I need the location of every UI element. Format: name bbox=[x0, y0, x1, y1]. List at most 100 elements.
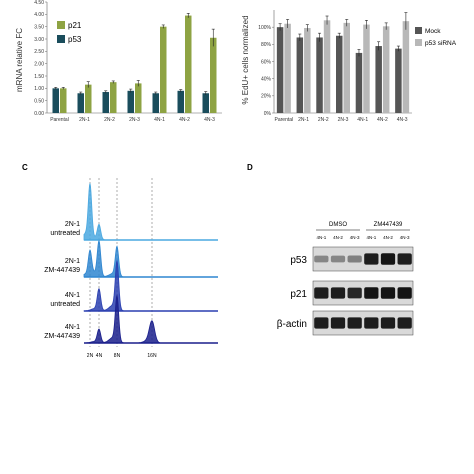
bar-p21 bbox=[160, 26, 167, 114]
x-tick-label: 4N-1 bbox=[357, 117, 368, 123]
edu-bar-chart: % EdU+ cells normalized 0% 20% 40% 60% 80% 10… bbox=[241, 10, 457, 123]
y-tick-label: 0.50 bbox=[34, 98, 44, 104]
legend-label-Mock: Mock bbox=[425, 28, 441, 35]
x-tick-label: 2N bbox=[87, 353, 94, 359]
blot-strip bbox=[312, 310, 414, 336]
x-tick-label: 2N-1 bbox=[79, 117, 90, 123]
histogram-4N-1-untreated bbox=[83, 259, 218, 312]
legend-swatch-Mock bbox=[415, 27, 422, 34]
x-tick-label: 2N-1 bbox=[298, 117, 309, 123]
bar-p53 bbox=[152, 93, 159, 113]
blot-band bbox=[397, 317, 412, 329]
legend-label-p21: p21 bbox=[68, 21, 82, 30]
x-tick-label: 4N bbox=[96, 353, 103, 359]
legend-label-p53: p53 bbox=[68, 35, 82, 44]
x-tick-label: 8N bbox=[114, 353, 121, 359]
histogram-2N-1-untreated bbox=[83, 183, 218, 241]
y-tick-label: 80% bbox=[261, 42, 272, 48]
blot-band bbox=[380, 253, 396, 265]
bar-p53 siRNA bbox=[343, 22, 350, 113]
lane-label: 4N-3 bbox=[400, 235, 410, 240]
y-tick-label: 100% bbox=[258, 25, 271, 31]
ylabel-edu: % EdU+ cells normalized bbox=[241, 15, 250, 104]
blot-row-label: p21 bbox=[290, 289, 307, 300]
histogram-2N-1-ZM-447439 bbox=[83, 239, 218, 278]
legend-label-p53 siRNA: p53 siRNA bbox=[425, 40, 457, 47]
blot-band bbox=[347, 287, 362, 299]
x-tick-label: 16N bbox=[147, 353, 157, 359]
bar-p53 bbox=[52, 88, 59, 113]
blot-strip bbox=[312, 280, 414, 306]
bar-p53 siRNA bbox=[363, 24, 370, 113]
x-tick-label: 4N-1 bbox=[154, 117, 165, 123]
bar-p53 siRNA bbox=[402, 21, 410, 113]
x-tick-label: 2N-3 bbox=[338, 117, 349, 123]
blot-band bbox=[330, 287, 346, 299]
y-tick-label: 3.00 bbox=[34, 37, 44, 43]
blot-band bbox=[380, 317, 396, 329]
blot-band bbox=[347, 255, 362, 263]
ylabel-mrna: mRNA relative FC bbox=[15, 28, 24, 92]
bar-p53 bbox=[77, 93, 84, 113]
histogram-label: 2N-1 bbox=[65, 258, 80, 265]
group-label: ZM447439 bbox=[374, 222, 403, 228]
y-tick-label: 2.00 bbox=[34, 61, 44, 67]
blot-band bbox=[364, 253, 379, 265]
bar-p53 bbox=[202, 93, 209, 113]
x-tick-label: 4N-3 bbox=[204, 117, 215, 123]
y-tick-label: 3.50 bbox=[34, 24, 44, 30]
bar-p21 bbox=[185, 15, 192, 114]
bar-Mock bbox=[336, 35, 343, 113]
blot-band bbox=[314, 255, 329, 263]
bar-p21 bbox=[210, 37, 217, 114]
bar-p53 bbox=[177, 90, 184, 113]
bar-p53 siRNA bbox=[382, 26, 390, 113]
bar-p53 bbox=[102, 92, 109, 113]
bar-p21 bbox=[85, 84, 92, 113]
histogram-label: ZM-447439 bbox=[44, 267, 80, 274]
legend-swatch-p21 bbox=[57, 21, 65, 29]
lane-label: 4N-1 bbox=[366, 235, 376, 240]
y-tick-label: 0% bbox=[264, 111, 272, 117]
x-tick-label: 4N-2 bbox=[179, 117, 190, 123]
x-tick-label: Parental bbox=[50, 117, 69, 123]
bar-p21 bbox=[60, 88, 67, 113]
group-label: DMSO bbox=[329, 222, 347, 228]
lane-label: 4N-3 bbox=[350, 235, 360, 240]
y-tick-label: 0.00 bbox=[34, 111, 44, 117]
bar-p21 bbox=[110, 82, 117, 113]
y-tick-label: 20% bbox=[261, 94, 272, 100]
blot-band bbox=[397, 287, 412, 299]
blot-band bbox=[364, 287, 379, 299]
x-tick-label: 4N-3 bbox=[397, 117, 408, 123]
bar-p21 bbox=[135, 83, 142, 113]
blot-band bbox=[380, 287, 396, 299]
x-tick-label: 2N-2 bbox=[104, 117, 115, 123]
panel-letter-d: D bbox=[247, 163, 253, 172]
lane-label: 4N-2 bbox=[383, 235, 393, 240]
blot-row-label: p53 bbox=[290, 255, 307, 266]
blot-band bbox=[330, 255, 346, 263]
bar-Mock bbox=[276, 27, 284, 114]
blot-band bbox=[347, 317, 362, 329]
blot-band bbox=[364, 317, 379, 329]
x-tick-label: 2N-2 bbox=[318, 117, 329, 123]
western-blot: D DMSO 4N-1 4N-2 4N-3 ZM447439 4N-1 4N-2 4N-3 p5… bbox=[247, 163, 414, 336]
histogram-label: untreated bbox=[50, 301, 80, 308]
blot-row-label: β-actin bbox=[277, 319, 307, 330]
y-tick-label: 4.50 bbox=[34, 0, 44, 6]
blot-band bbox=[314, 287, 329, 299]
lane-label: 4N-2 bbox=[333, 235, 343, 240]
histogram-4N-1-ZM-447439 bbox=[84, 294, 218, 344]
bar-Mock bbox=[316, 37, 323, 113]
x-tick-label: 4N-2 bbox=[377, 117, 388, 123]
y-tick-label: 1.00 bbox=[34, 86, 44, 92]
bar-p53 bbox=[127, 90, 134, 113]
histogram-label: 2N-1 bbox=[65, 221, 80, 228]
histogram-label: ZM-447439 bbox=[44, 333, 80, 340]
blot-band bbox=[397, 253, 412, 265]
bar-Mock bbox=[395, 48, 402, 113]
bar-p53 siRNA bbox=[304, 28, 311, 113]
y-tick-label: 1.50 bbox=[34, 74, 44, 80]
